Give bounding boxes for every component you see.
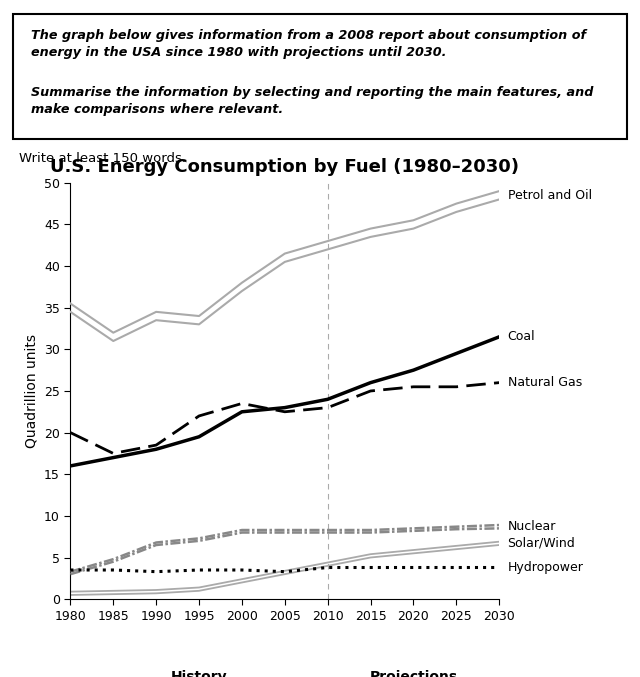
FancyBboxPatch shape — [13, 14, 627, 139]
Text: Nuclear: Nuclear — [508, 520, 556, 533]
Text: Hydropower: Hydropower — [508, 561, 584, 574]
Text: U.S. Energy Consumption by Fuel: U.S. Energy Consumption by Fuel — [0, 676, 1, 677]
Text: Solar/Wind: Solar/Wind — [508, 537, 575, 550]
Text: The graph below gives information from a 2008 report about consumption of
energy: The graph below gives information from a… — [31, 28, 586, 59]
Y-axis label: Quadrillion units: Quadrillion units — [24, 334, 38, 448]
Text: Summarise the information by selecting and reporting the main features, and
make: Summarise the information by selecting a… — [31, 86, 594, 116]
Text: Coal: Coal — [508, 330, 535, 343]
Text: Natural Gas: Natural Gas — [508, 376, 582, 389]
Text: History: History — [171, 670, 227, 677]
Text: Projections: Projections — [369, 670, 458, 677]
Title: U.S. Energy Consumption by Fuel (1980–2030): U.S. Energy Consumption by Fuel (1980–20… — [51, 158, 519, 175]
Text: Petrol and Oil: Petrol and Oil — [508, 189, 591, 202]
Text: Write at least 150 words.: Write at least 150 words. — [19, 152, 186, 165]
